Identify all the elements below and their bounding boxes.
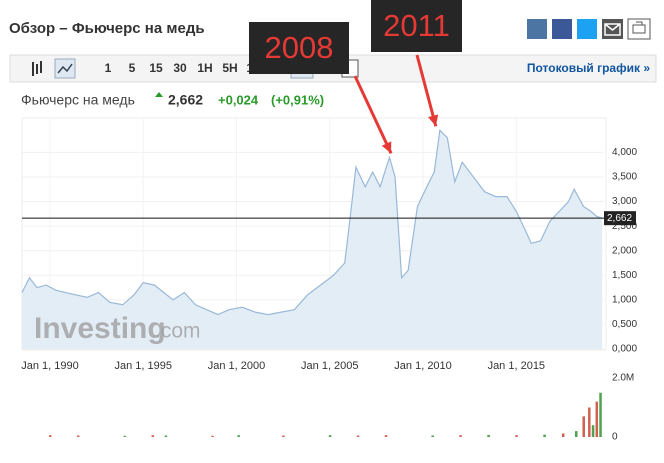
volume-bar <box>561 433 565 437</box>
volume-bar <box>282 435 285 437</box>
quote-name: Фьючерс на медь <box>21 92 135 108</box>
y-tick-label: 1,500 <box>612 270 637 281</box>
volume-bar <box>237 435 240 437</box>
twitter-icon[interactable] <box>577 19 597 39</box>
quote-change: +0,024 <box>218 92 259 107</box>
y-tick-label: 1,000 <box>612 294 637 305</box>
volume-bar <box>431 435 434 437</box>
interval-button[interactable]: 15 <box>149 61 163 75</box>
volume-bar <box>328 435 332 437</box>
price-area <box>22 130 603 349</box>
y-tick-label: 2,000 <box>612 245 637 256</box>
share-icons <box>527 18 651 40</box>
volume-bar <box>543 434 546 437</box>
volume-bar <box>123 435 127 437</box>
y-tick-label: 3,000 <box>612 196 637 207</box>
annotation-label: 2011 <box>383 8 450 43</box>
y-tick-label: 2,500 <box>612 221 637 232</box>
volume-bar <box>591 425 595 437</box>
volume-bar <box>164 435 168 437</box>
volume-bar <box>487 434 490 437</box>
interval-button[interactable]: 1 <box>105 61 112 75</box>
interval-button[interactable]: 5 <box>129 61 136 75</box>
vk-icon[interactable] <box>527 19 547 39</box>
y-tick-label: 3,500 <box>612 172 637 183</box>
x-tick-label: Jan 1, 1995 <box>115 360 173 372</box>
last-price-box <box>604 211 636 226</box>
annotation-arrowhead <box>381 141 392 154</box>
annotation-arrowhead <box>428 114 439 127</box>
facebook-icon[interactable] <box>552 19 572 39</box>
volume-bar <box>48 435 52 437</box>
volume-bar <box>595 401 599 437</box>
volume-bar <box>588 407 591 437</box>
watermark-suffix: .com <box>155 320 201 343</box>
print-icon[interactable] <box>627 18 651 40</box>
x-tick-label: Jan 1, 1990 <box>21 360 79 372</box>
y-tick-label: 4,000 <box>612 147 637 158</box>
volume-bar <box>515 435 518 437</box>
interval-button[interactable]: 1H <box>197 61 212 75</box>
annotation-label: 2008 <box>265 30 334 65</box>
annotations: 2008 2011 <box>249 0 462 154</box>
quote-change-percent: (+0,91%) <box>271 92 324 107</box>
volume-bar <box>599 392 602 437</box>
volume-tick-label: 2.0M <box>612 373 634 384</box>
volume-bar <box>211 435 214 437</box>
x-tick-label: Jan 1, 2010 <box>394 360 452 372</box>
price-line <box>21 129 603 316</box>
annotation-arrow <box>353 75 393 154</box>
volume-bar <box>384 435 388 437</box>
y-tick-label: 0,000 <box>612 344 637 355</box>
watermark-brand: Investing <box>34 312 166 345</box>
volume-tick-label: 0 <box>612 432 618 443</box>
volume-bar <box>151 435 155 437</box>
volume-bar <box>76 435 80 437</box>
volume-bar <box>459 435 462 437</box>
volume-bar <box>356 435 360 437</box>
annotation-arrow <box>415 54 438 127</box>
interval-button[interactable]: 30 <box>173 61 187 75</box>
x-tick-label: Jan 1, 2005 <box>301 360 359 372</box>
interval-button[interactable]: 5H <box>222 61 237 75</box>
last-price-label: 2,662 <box>607 213 632 224</box>
x-tick-label: Jan 1, 2000 <box>208 360 266 372</box>
annotation-box <box>249 22 349 74</box>
x-tick-label: Jan 1, 2015 <box>488 360 546 372</box>
price-chart: 0,000 0,500 1,000 1,500 2,000 2,500 3,000 3,500… <box>21 118 637 443</box>
streaming-chart-link[interactable]: Потоковый график » <box>527 61 650 75</box>
annotation-box <box>371 0 462 52</box>
volume-bar <box>575 431 578 437</box>
page-title: Обзор – Фьючерс на медь <box>9 20 205 37</box>
y-tick-label: 0,500 <box>612 319 637 330</box>
quote-price: 2,662 <box>168 92 203 108</box>
volume-bar <box>582 416 585 437</box>
